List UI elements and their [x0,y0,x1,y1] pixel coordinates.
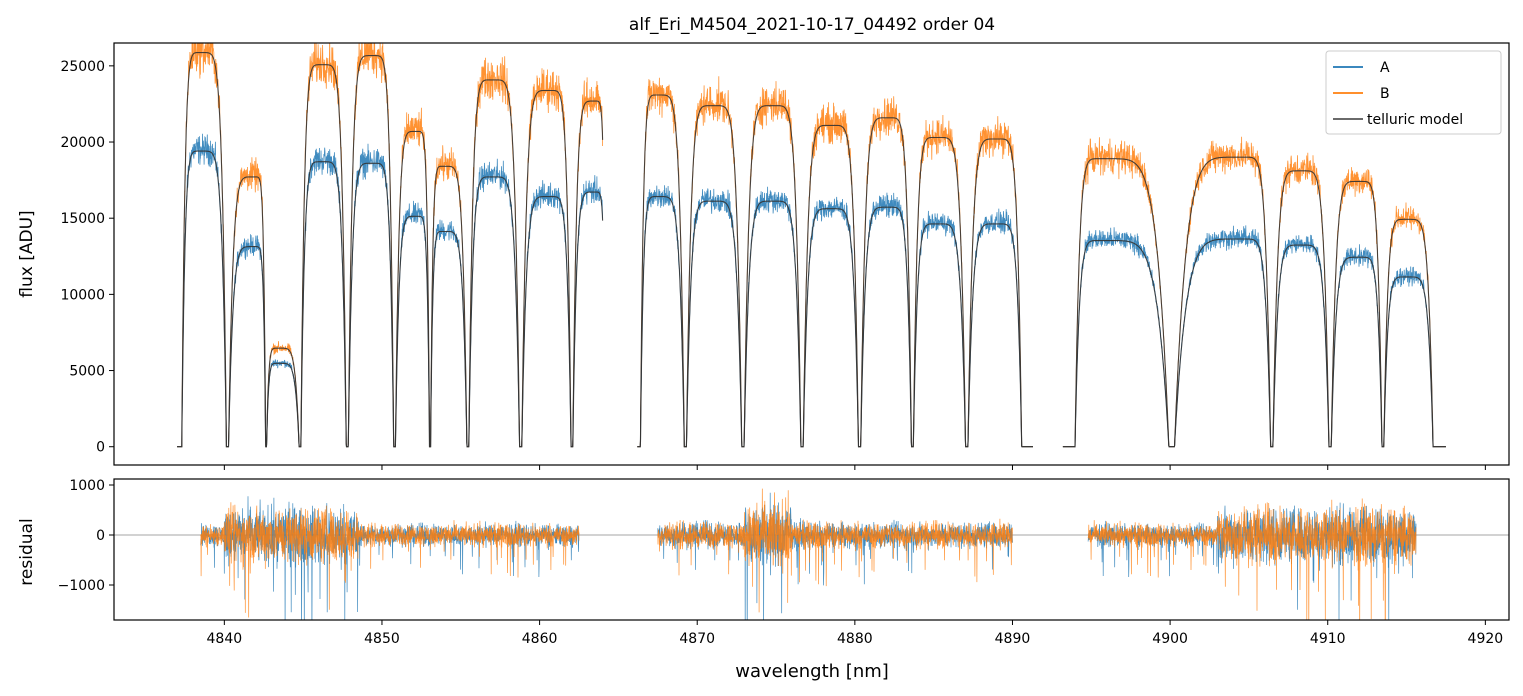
residual-x-tick-label: 4920 [1468,631,1504,647]
legend-b-label: B [1380,86,1390,102]
residual-x-label: wavelength [nm] [735,661,889,682]
legend-telluric-label: telluric model [1367,112,1463,128]
residual-x-tick-label: 4880 [837,631,873,647]
residual-y-ticks: −1000 0 1000 [58,478,114,594]
residual-x-tick-label: 4850 [364,631,400,647]
residual-x-ticks: 4840 4850 4860 4870 4880 4890 4900 4910 4920 [207,620,1504,647]
residual-y-tick-label: 1000 [69,478,105,494]
residual-x-tick-label: 4860 [522,631,558,647]
flux-y-tick-label: 10000 [60,287,105,303]
flux-y-tick-label: 25000 [60,59,105,75]
flux-y-label: flux [ADU] [17,210,37,297]
residual-series-b-line [1087,498,1417,620]
telluric-model-a-line [177,150,604,448]
legend-box [1325,50,1502,135]
legend: A B telluric model [1325,50,1502,135]
telluric-model-b-line [637,94,1033,448]
residual-series-b-line [200,502,580,618]
flux-y-tick-label: 15000 [60,211,105,227]
residual-x-tick-label: 4910 [1310,631,1346,647]
telluric-model-b-line [1062,156,1446,448]
residual-x-tick-label: 4900 [1152,631,1188,647]
flux-y-ticks: 0 5000 10000 15000 20000 25000 [60,59,114,456]
residual-axes-frame [113,478,1510,621]
flux-y-tick-label: 5000 [69,364,105,380]
residual-x-tick-label: 4870 [679,631,715,647]
residual-y-tick-label: −1000 [58,578,105,594]
flux-x-ticks [223,465,1486,470]
flux-plot-area [177,43,1446,448]
residual-x-tick-label: 4840 [207,631,243,647]
residual-y-tick-label: 0 [96,528,105,544]
telluric-model-b-line [177,52,604,448]
flux-axes: 0 5000 10000 15000 20000 25000 flux [ADU] [17,42,1510,470]
flux-y-tick-label: 0 [96,440,105,456]
flux-y-tick-label: 20000 [60,135,105,151]
flux-axes-frame [113,42,1510,466]
chart-title: alf_Eri_M4504_2021-10-17_04492 order 04 [629,15,995,35]
residual-series-b-line [657,488,1013,613]
residual-plot-area [114,488,1509,620]
residual-x-tick-label: 4890 [995,631,1031,647]
legend-a-label: A [1380,60,1390,76]
residual-y-label: residual [17,518,37,585]
